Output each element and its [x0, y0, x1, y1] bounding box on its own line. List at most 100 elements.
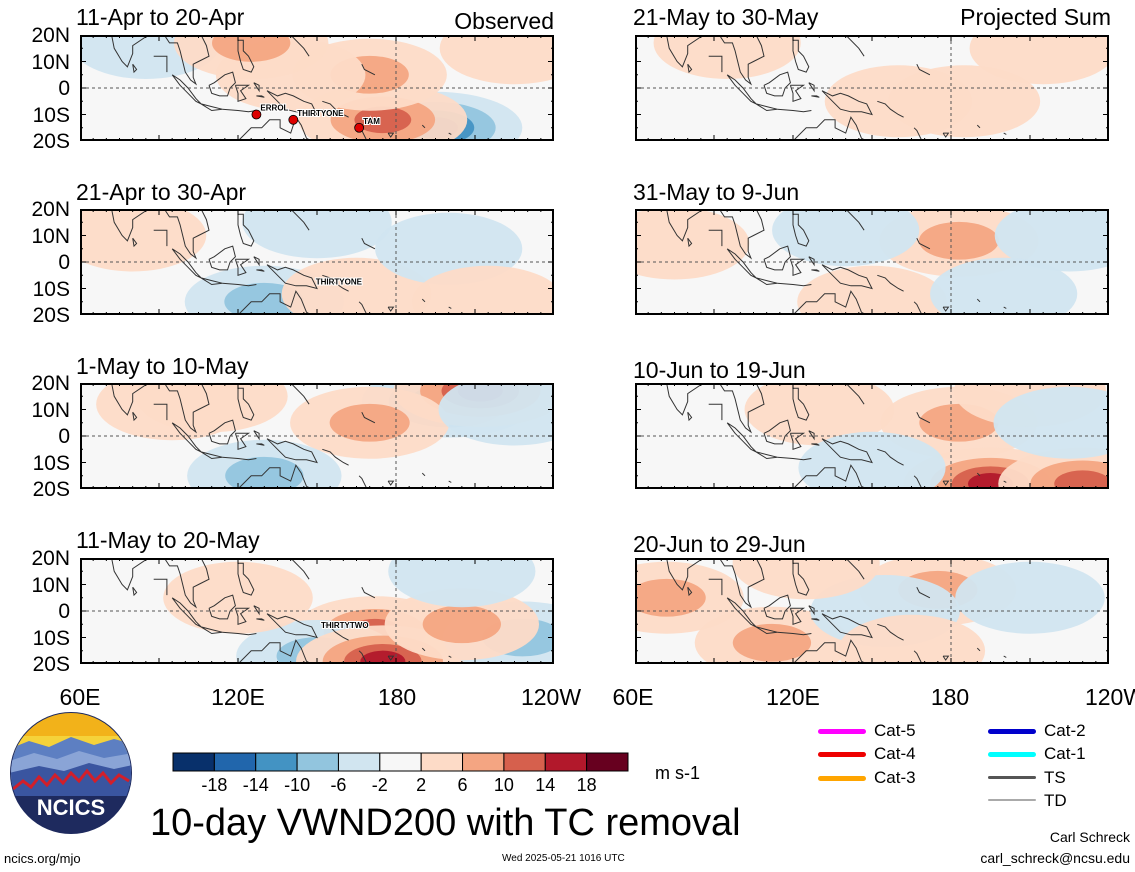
- coastline: [132, 411, 138, 422]
- coastline: [132, 63, 138, 74]
- panel-note-observed: Observed: [454, 8, 554, 34]
- anomaly-blob: [438, 383, 554, 446]
- coastline: [290, 558, 310, 580]
- panel-title-left-3: 1-May to 10-May: [76, 353, 249, 379]
- author-name: Carl Schreck: [1049, 829, 1130, 845]
- legend-swatch: [818, 776, 866, 781]
- lat-label: 0: [58, 600, 70, 623]
- storm-label: THIRTYONE: [297, 109, 344, 118]
- coastline: [808, 82, 815, 93]
- panel-title-left-2: 21-Apr to 30-Apr: [76, 179, 247, 205]
- coastline: [221, 464, 312, 489]
- coastline: [665, 209, 705, 242]
- coastline: [234, 432, 251, 450]
- coastline: [845, 35, 865, 57]
- colorbar-tick-label: -18: [201, 775, 228, 795]
- coastline: [877, 623, 904, 641]
- lat-label: 10N: [31, 398, 70, 422]
- colorbar-swatch: [379, 752, 422, 772]
- panel-title-left-1: 11-Apr to 20-Apr: [76, 4, 245, 30]
- coastline: [942, 480, 950, 486]
- coastline: [877, 448, 904, 466]
- coastline: [110, 209, 150, 242]
- coastline: [322, 448, 349, 466]
- map-panel-1: ERROL THIRTYONE TAM: [80, 35, 554, 141]
- coastline: [421, 298, 426, 303]
- coastline: [221, 116, 312, 141]
- anomaly-blob: [772, 209, 920, 267]
- anomaly-blob: [412, 265, 554, 315]
- storm-marker: THIRTYONE: [315, 277, 364, 288]
- lat-label: 10S: [32, 451, 70, 475]
- coastline: [976, 472, 981, 477]
- coastline: [266, 90, 318, 116]
- coastline: [789, 607, 806, 625]
- coastline: [777, 631, 812, 636]
- coastline: [877, 100, 904, 118]
- coastline: [942, 306, 950, 312]
- colorbar-swatch: [296, 752, 339, 772]
- coastline: [821, 264, 873, 290]
- map-frame: [80, 383, 554, 489]
- coastline: [358, 475, 368, 489]
- coastline: [763, 71, 791, 97]
- lat-label: 20N: [31, 547, 70, 570]
- coastline: [256, 618, 265, 621]
- coastline: [256, 95, 265, 98]
- coastline: [448, 132, 452, 135]
- coastline: [256, 269, 265, 272]
- coastline: [763, 594, 791, 620]
- map-panel-4: THIRTYTWO: [80, 558, 554, 664]
- author-email[interactable]: carl_schreck@ncsu.edu: [980, 850, 1130, 866]
- coastline: [916, 586, 931, 599]
- coastline: [1003, 480, 1007, 483]
- coastline: [153, 55, 168, 73]
- site-url[interactable]: ncics.org/mjo: [4, 851, 81, 866]
- coastline: [708, 578, 723, 596]
- coastline: [266, 438, 318, 464]
- coastline: [358, 301, 368, 315]
- coastline: [792, 39, 810, 73]
- map-panel-3: [80, 383, 554, 489]
- coastline: [1003, 655, 1007, 658]
- lat-label: 10S: [32, 103, 70, 127]
- anomaly-blob: [388, 558, 536, 608]
- colorbar-swatch: [337, 752, 381, 772]
- lat-label: 20S: [32, 478, 70, 501]
- coastline: [253, 430, 260, 441]
- coastline: [163, 35, 210, 86]
- coastline: [776, 639, 867, 664]
- lon-label-180-right: 180: [930, 684, 970, 710]
- coastline: [361, 237, 376, 250]
- coastline: [913, 650, 923, 664]
- lon-label-120e-right: 120E: [766, 684, 820, 710]
- coastline: [811, 269, 820, 272]
- panel-note-projected: Projected Sum: [960, 4, 1111, 30]
- map-panel-6: [635, 209, 1109, 315]
- anomaly-blob: [163, 561, 313, 634]
- coastline: [387, 306, 395, 312]
- coastline: [976, 298, 981, 303]
- coastline: [290, 35, 310, 57]
- coastline: [153, 403, 168, 421]
- lon-label-120w-right: 120W: [1084, 684, 1135, 710]
- coastline: [665, 383, 705, 416]
- colorbar-tick-label: 18: [576, 775, 597, 795]
- coastline: [132, 237, 138, 248]
- colorbar-swatch: [255, 752, 298, 772]
- coastline: [976, 124, 981, 129]
- storm-label: THIRTYTWO: [321, 621, 369, 630]
- map-frame: [635, 209, 1109, 315]
- coastline: [221, 639, 312, 664]
- legend-swatch: [988, 776, 1036, 779]
- anomaly-blob: [744, 383, 895, 446]
- coastline: [153, 578, 168, 596]
- coastline: [153, 229, 168, 247]
- map-panel-5: [635, 35, 1109, 141]
- coastline: [237, 39, 255, 73]
- lon-label-120w-left: 120W: [520, 684, 582, 710]
- lat-label: 20N: [31, 24, 70, 47]
- storm-marker: THIRTYONE: [288, 108, 345, 125]
- coastline: [913, 301, 923, 315]
- colorbar-tick-label: -14: [242, 775, 269, 795]
